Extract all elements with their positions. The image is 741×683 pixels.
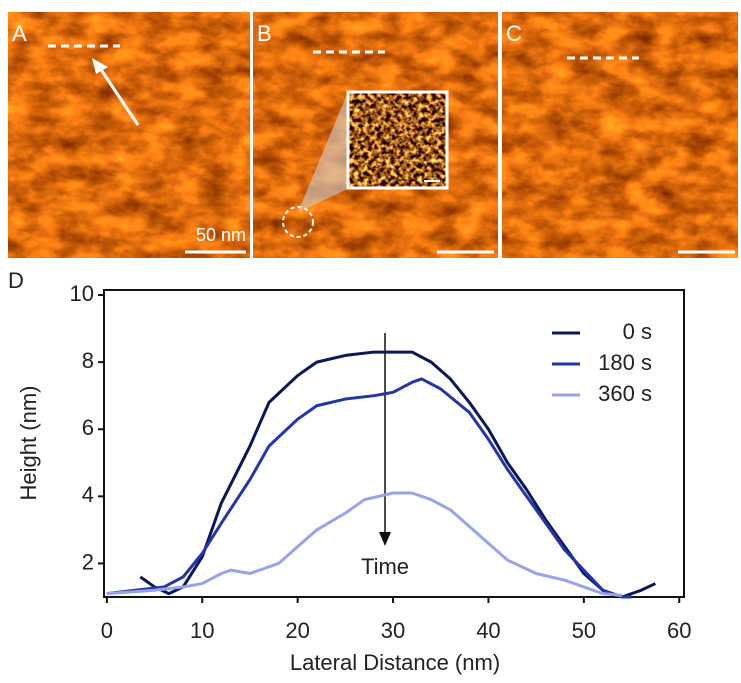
panel-label: A xyxy=(12,21,27,46)
y-tick-label: 4 xyxy=(82,482,94,507)
annotation-arrowhead xyxy=(379,532,391,546)
series-line xyxy=(106,491,623,597)
legend-label: 360 s xyxy=(598,381,652,406)
x-tick-label: 60 xyxy=(667,618,691,643)
afm-panels: A B C 50 nm D xyxy=(8,12,738,293)
plot: Time Lateral Distance (nm) Height (nm) 2… xyxy=(16,281,692,675)
x-tick-label: 30 xyxy=(381,618,405,643)
inset-frame xyxy=(346,90,449,190)
x-axis-label: Lateral Distance (nm) xyxy=(290,650,500,675)
legend-label: 0 s xyxy=(623,319,652,344)
x-tick-label: 10 xyxy=(190,618,214,643)
arrow xyxy=(98,67,140,126)
y-axis-label: Height (nm) xyxy=(16,386,41,501)
legend-label: 180 s xyxy=(598,350,652,375)
panel-label: B xyxy=(257,21,272,46)
x-tick-label: 40 xyxy=(476,618,500,643)
scale-bar-label: 50 nm xyxy=(196,225,246,245)
y-tick-label: 10 xyxy=(70,281,94,306)
plot-frame xyxy=(103,289,685,598)
panel-label: C xyxy=(506,21,522,46)
annotation: Time xyxy=(361,554,409,579)
afm-image xyxy=(502,12,738,258)
y-tick-label: 6 xyxy=(82,415,94,440)
arrowhead xyxy=(92,58,108,74)
zoom-cone xyxy=(298,92,350,212)
y-tick-label: 8 xyxy=(82,348,94,373)
zoom-circle xyxy=(282,206,314,238)
x-tick-label: 20 xyxy=(285,618,309,643)
series-line xyxy=(106,377,632,599)
x-tick-label: 0 xyxy=(101,618,113,643)
inset-image xyxy=(348,92,447,188)
y-tick-label: 2 xyxy=(82,549,94,574)
afm-image xyxy=(8,12,250,258)
panel-label: D xyxy=(8,268,24,293)
x-tick-label: 50 xyxy=(572,618,596,643)
